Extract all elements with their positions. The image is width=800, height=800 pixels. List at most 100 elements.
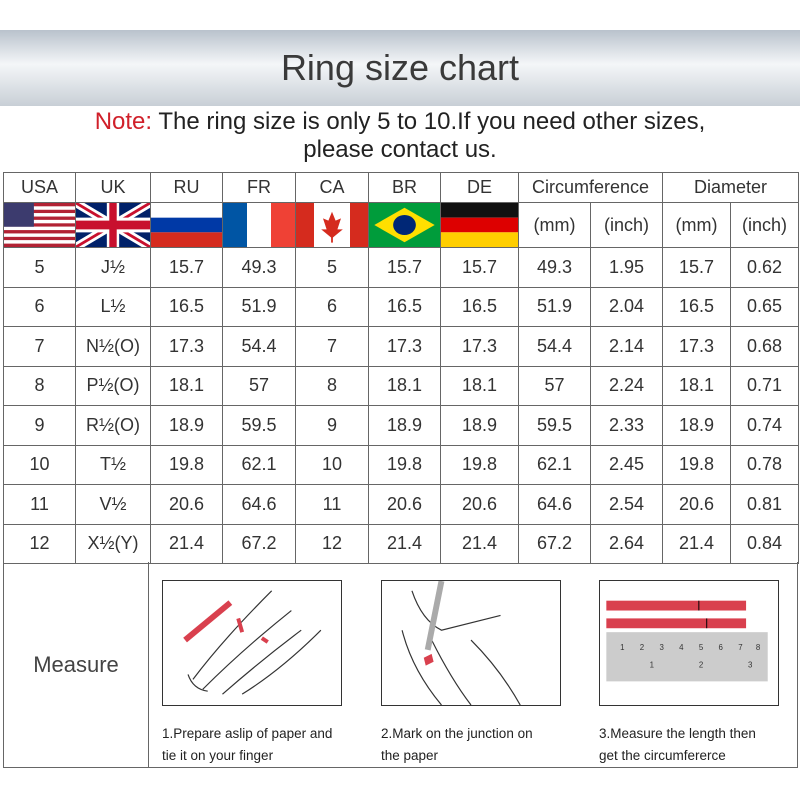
table-cell: 0.62 (730, 247, 800, 288)
table-cell: 2.24 (589, 365, 664, 406)
table-row: 12 X½(Y) 21.4 67.2 12 21.4 21.4 67.2 2.64 21.4 0.8… (3, 523, 800, 564)
table-cell: 54.4 (222, 326, 296, 367)
svg-text:2: 2 (640, 643, 644, 652)
table-cell: 2.14 (589, 326, 664, 367)
unit-header: (mm) (518, 202, 591, 248)
table-cell: 9 (295, 405, 369, 446)
table-cell: 0.65 (730, 286, 800, 327)
table-cell: X½(Y) (75, 523, 151, 564)
note-text: The ring size is only 5 to 10.If you nee… (152, 108, 706, 135)
table-cell: 10 (295, 444, 369, 485)
germany-flag-icon (441, 203, 518, 247)
germany-flag-cell (440, 202, 519, 248)
table-cell: 59.5 (222, 405, 296, 446)
table-cell: 2.54 (589, 484, 664, 525)
table-cell: 19.8 (440, 444, 519, 485)
header-usa: USA (3, 172, 76, 203)
table-cell: 20.6 (368, 484, 441, 525)
table-cell: 54.4 (518, 326, 591, 367)
table-cell: 5 (295, 247, 369, 288)
step-3-caption: 3.Measure the length then (599, 726, 756, 741)
svg-text:3: 3 (748, 661, 753, 670)
table-cell: J½ (75, 247, 151, 288)
header-br: BR (368, 172, 441, 203)
table-cell: 18.9 (368, 405, 441, 446)
table-cell: 57 (222, 365, 296, 406)
table-row: 6 L½ 16.5 51.9 6 16.5 16.5 51.9 2.04 16.5 0.65 (3, 286, 800, 327)
table-cell: 21.4 (150, 523, 223, 564)
table-cell: 15.7 (368, 247, 441, 288)
step-2: 2.Mark on the junction on the paper (381, 580, 561, 767)
table-row: 10 T½ 19.8 62.1 10 19.8 19.8 62.1 2.45 19.8 0.78 (3, 444, 800, 485)
table-cell: 18.9 (150, 405, 223, 446)
table-row: 7 N½(O) 17.3 54.4 7 17.3 17.3 54.4 2.14 17.3 0.68 (3, 326, 800, 367)
step-2-caption-2: the paper (381, 748, 439, 763)
table-cell: 18.1 (440, 365, 519, 406)
table-cell: 1.95 (589, 247, 664, 288)
header-de: DE (440, 172, 519, 203)
table-row: 11 V½ 20.6 64.6 11 20.6 20.6 64.6 2.54 20.6 0.81 (3, 484, 800, 525)
note: Note: The ring size is only 5 to 10.If y… (0, 108, 800, 164)
table-cell: 0.78 (730, 444, 800, 485)
table-cell: L½ (75, 286, 151, 327)
header-ca: CA (295, 172, 369, 203)
usa-flag-icon (4, 203, 75, 247)
measure-section: Measure 1.Prepare aslip of paper and tie … (3, 562, 798, 768)
table-cell: 7 (295, 326, 369, 367)
uk-flag-cell (75, 202, 151, 248)
table-cell: 6 (3, 286, 76, 327)
svg-text:4: 4 (679, 643, 684, 652)
table-cell: 16.5 (662, 286, 732, 327)
svg-text:5: 5 (699, 643, 704, 652)
table-cell: 17.3 (440, 326, 519, 367)
page-title: Ring size chart (280, 47, 520, 88)
table-cell: 5 (3, 247, 76, 288)
svg-text:1: 1 (650, 661, 654, 670)
table-cell: 2.64 (589, 523, 664, 564)
table-cell: T½ (75, 444, 151, 485)
table-cell: 20.6 (662, 484, 732, 525)
table-cell: R½(O) (75, 405, 151, 446)
table-cell: 19.8 (662, 444, 732, 485)
canada-flag-cell (295, 202, 369, 248)
table-cell: 0.84 (730, 523, 800, 564)
header-ru: RU (150, 172, 223, 203)
table-cell: 15.7 (662, 247, 732, 288)
table-cell: 18.1 (368, 365, 441, 406)
table-row: 8 P½(O) 18.1 57 8 18.1 18.1 57 2.24 18.1 0.71 (3, 365, 800, 406)
size-table: USA UK RU FR CA BR DE Circumference Diameter (mm… (3, 172, 800, 564)
measure-label: Measure (4, 562, 149, 768)
table-cell: 0.74 (730, 405, 800, 446)
table-cell: 17.3 (662, 326, 732, 367)
title-banner: Ring size chart (0, 30, 800, 106)
russia-flag-icon (151, 203, 222, 247)
table-cell: 16.5 (440, 286, 519, 327)
table-cell: 2.04 (589, 286, 664, 327)
table-cell: 67.2 (518, 523, 591, 564)
svg-text:8: 8 (756, 643, 761, 652)
table-cell: 16.5 (150, 286, 223, 327)
table-cell: 0.71 (730, 365, 800, 406)
hand-pen-mark-illustration (381, 580, 561, 706)
table-row: 9 R½(O) 18.9 59.5 9 18.9 18.9 59.5 2.33 18.9 0.74 (3, 405, 800, 446)
table-cell: 2.45 (589, 444, 664, 485)
table-cell: 21.4 (440, 523, 519, 564)
table-cell: 51.9 (518, 286, 591, 327)
svg-text:3: 3 (659, 643, 664, 652)
russia-flag-cell (150, 202, 223, 248)
unit-header: (inch) (589, 202, 664, 248)
table-cell: 17.3 (368, 326, 441, 367)
table-cell: 49.3 (518, 247, 591, 288)
svg-text:1: 1 (620, 643, 624, 652)
table-cell: 10 (3, 444, 76, 485)
unit-header: (mm) (662, 202, 732, 248)
brazil-flag-icon (369, 203, 440, 247)
table-cell: 12 (295, 523, 369, 564)
hand-paper-strip-illustration (162, 580, 342, 706)
canada-flag-icon (296, 203, 368, 247)
france-flag-icon (223, 203, 295, 247)
usa-flag-cell (3, 202, 76, 248)
header-fr: FR (222, 172, 296, 203)
svg-text:7: 7 (738, 643, 742, 652)
table-cell: 15.7 (150, 247, 223, 288)
